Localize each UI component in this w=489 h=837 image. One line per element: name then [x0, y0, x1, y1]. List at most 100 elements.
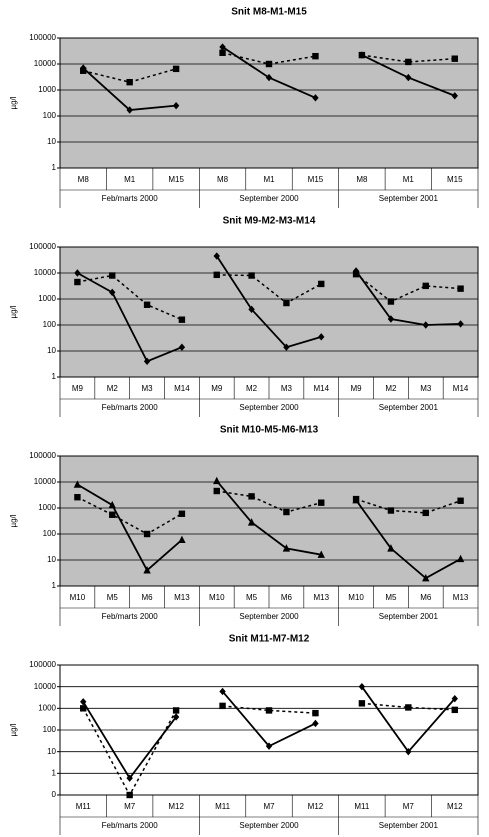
y-tick-label: 100000 — [29, 33, 56, 42]
marker — [451, 92, 458, 100]
x-tick-label: M15 — [168, 175, 184, 184]
x-tick-label: M12 — [168, 802, 184, 811]
x-tick-label: M5 — [246, 593, 258, 602]
x-tick-label: M1 — [124, 175, 136, 184]
marker — [457, 497, 464, 504]
x-tick-label: M1 — [403, 175, 415, 184]
marker — [126, 78, 133, 86]
marker — [172, 707, 180, 714]
y-axis-label: µg/l — [9, 514, 18, 527]
x-tick-label: M3 — [142, 384, 154, 393]
y-tick-label: 1000 — [38, 503, 56, 512]
marker — [213, 476, 221, 485]
y-tick-label: 100 — [43, 320, 57, 329]
x-tick-label: M10 — [348, 593, 364, 602]
group-label: September 2000 — [239, 612, 299, 621]
marker — [265, 707, 273, 714]
x-tick-label: M8 — [78, 175, 90, 184]
series-line — [355, 270, 461, 326]
x-tick-label: M14 — [313, 384, 329, 393]
marker — [387, 544, 395, 552]
x-tick-label: M10 — [209, 593, 225, 602]
marker — [317, 550, 325, 558]
marker — [312, 52, 319, 60]
marker — [265, 73, 273, 82]
marker — [283, 343, 290, 351]
marker — [126, 791, 133, 799]
marker — [405, 704, 412, 711]
marker — [451, 694, 458, 703]
x-tick-label: M9 — [72, 384, 84, 393]
series-line — [76, 272, 183, 363]
marker — [358, 682, 366, 691]
y-tick-label: 100000 — [29, 451, 56, 460]
y-tick-label: 10 — [47, 747, 56, 756]
marker — [74, 494, 81, 501]
marker — [387, 315, 395, 323]
marker — [358, 700, 366, 707]
x-tick-label: M6 — [420, 593, 432, 602]
chart-title: Snit M9-M2-M3-M14 — [223, 216, 316, 227]
marker — [387, 507, 395, 514]
marker — [318, 333, 325, 341]
marker — [282, 544, 291, 552]
group-label: September 2001 — [379, 821, 439, 830]
marker — [108, 500, 116, 509]
marker — [178, 510, 186, 517]
x-tick-label: M2 — [107, 384, 119, 393]
y-tick-label: 100 — [43, 111, 57, 120]
marker — [358, 51, 366, 59]
x-tick-label: M13 — [174, 593, 190, 602]
y-axis-label: µg/l — [9, 96, 18, 109]
group-label: September 2000 — [239, 403, 299, 412]
marker — [178, 316, 186, 323]
marker — [80, 705, 87, 712]
x-tick-label: M6 — [281, 593, 293, 602]
marker — [352, 495, 360, 503]
marker — [219, 43, 226, 51]
marker — [248, 305, 255, 314]
group-label: September 2001 — [379, 194, 439, 203]
x-tick-label: M9 — [351, 384, 363, 393]
marker — [213, 252, 220, 260]
x-tick-label: M11 — [215, 802, 231, 811]
x-tick-label: M7 — [263, 802, 275, 811]
y-tick-label: 10000 — [34, 477, 57, 486]
x-tick-label: M13 — [313, 593, 329, 602]
chart: Snit M10-M5-M6-M13 µg/l 1 10 100 1000 10000 100… — [9, 425, 479, 626]
y-tick-label: 1000 — [38, 85, 56, 94]
x-tick-label: M3 — [281, 384, 293, 393]
y-tick-label: 100 — [43, 725, 57, 734]
marker — [219, 702, 226, 710]
marker — [172, 101, 180, 110]
x-tick-label: M7 — [124, 802, 136, 811]
marker — [178, 343, 186, 351]
x-tick-label: M2 — [385, 384, 397, 393]
marker — [422, 509, 429, 517]
y-tick-label: 0 — [52, 790, 57, 799]
plot-area — [59, 455, 479, 587]
group-label: September 2000 — [239, 194, 299, 203]
marker — [451, 706, 458, 714]
series-line — [77, 496, 183, 535]
x-tick-label: M6 — [142, 593, 154, 602]
x-tick-label: M7 — [403, 802, 415, 811]
group-label: Feb/marts 2000 — [102, 194, 159, 203]
y-tick-label: 100 — [43, 529, 57, 538]
marker — [352, 270, 360, 278]
y-tick-label: 10 — [47, 137, 56, 146]
marker — [109, 511, 116, 518]
marker — [387, 298, 395, 305]
chart-title: Snit M11-M7-M12 — [229, 634, 310, 645]
x-tick-label: M5 — [385, 593, 397, 602]
marker — [80, 698, 87, 706]
marker — [457, 285, 464, 292]
marker — [312, 709, 319, 717]
marker — [422, 573, 430, 582]
x-tick-label: M8 — [217, 175, 229, 184]
marker — [456, 554, 465, 563]
marker — [126, 106, 133, 114]
plot-area — [59, 246, 479, 378]
series-line — [83, 68, 177, 83]
marker — [143, 530, 151, 538]
